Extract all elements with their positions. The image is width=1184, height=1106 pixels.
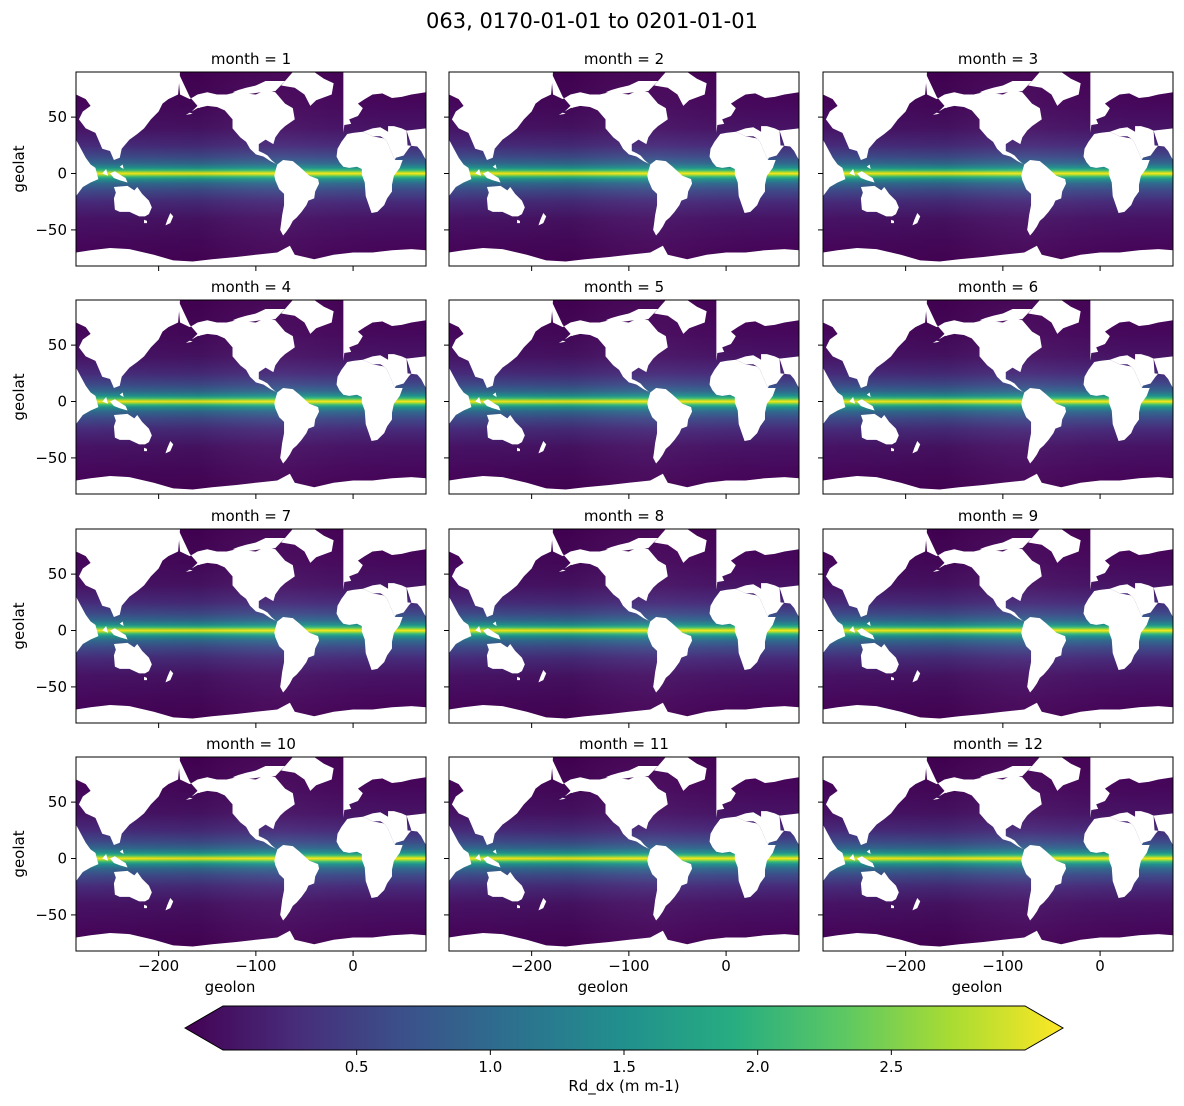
x-tick-label: −100 xyxy=(235,957,276,975)
panel-frame xyxy=(75,756,427,952)
facet-panel: month = 3 xyxy=(818,50,1174,271)
y-tick-label: −50 xyxy=(35,221,67,239)
y-tick-label: 50 xyxy=(48,793,67,811)
panel-title: month = 1 xyxy=(211,50,291,68)
heatmap-field xyxy=(823,757,1173,951)
x-tick-label: −200 xyxy=(885,957,926,975)
panel-title: month = 10 xyxy=(206,735,296,753)
colorbar-tick-label: 2.5 xyxy=(879,1058,903,1076)
colorbar-tick-label: 1.0 xyxy=(478,1058,502,1076)
x-tick-label: −200 xyxy=(138,957,179,975)
panel-title: month = 12 xyxy=(953,735,1043,753)
x-axis-label: geolon xyxy=(578,978,629,996)
facet-panel: month = 12 −200 −100 0 geolon xyxy=(818,735,1174,996)
colorbar-tick-label: 0.5 xyxy=(345,1058,369,1076)
y-tick-label: 0 xyxy=(57,393,67,411)
heatmap-field xyxy=(76,300,426,494)
panel-frame xyxy=(822,756,1174,952)
y-tick-label: 50 xyxy=(48,336,67,354)
x-axis-label: geolon xyxy=(952,978,1003,996)
panel-frame xyxy=(448,71,800,267)
facet-panel: month = 1 50 0 −50 geolat xyxy=(10,50,427,271)
panel-frame xyxy=(822,299,1174,495)
y-tick-label: 50 xyxy=(48,108,67,126)
heatmap-field xyxy=(76,529,426,723)
y-tick-label: 0 xyxy=(57,850,67,868)
panel-frame xyxy=(75,71,427,267)
facet-panel: month = 5 xyxy=(444,278,800,499)
panel-title: month = 3 xyxy=(958,50,1038,68)
x-tick-label: −100 xyxy=(982,957,1023,975)
facet-panel: month = 8 xyxy=(444,507,800,728)
heatmap-field xyxy=(823,300,1173,494)
facet-panel: month = 7 50 0 −50 geolat xyxy=(10,507,427,728)
panel-frame xyxy=(448,528,800,724)
heatmap-field xyxy=(449,757,799,951)
facet-panel: month = 11 −200 −100 0 geolon xyxy=(444,735,800,996)
y-axis-label: geolat xyxy=(10,830,28,877)
colorbar-ticks: 0.5 1.0 1.5 2.0 2.5 xyxy=(345,1050,903,1076)
panel-frame xyxy=(75,528,427,724)
panel-title: month = 7 xyxy=(211,507,291,525)
x-tick-label: −100 xyxy=(608,957,649,975)
colorbar-body xyxy=(184,1005,1064,1051)
panel-frame xyxy=(75,299,427,495)
heatmap-field xyxy=(449,300,799,494)
facet-panel: month = 2 xyxy=(444,50,800,271)
heatmap-field xyxy=(823,72,1173,266)
facet-panel: month = 10 50 0 −50 −200 −100 0 geolat geolon xyxy=(10,735,427,996)
panel-frame xyxy=(448,299,800,495)
x-tick-label: 0 xyxy=(348,957,358,975)
panel-frame xyxy=(822,528,1174,724)
x-axis-label: geolon xyxy=(205,978,256,996)
panel-title: month = 11 xyxy=(579,735,669,753)
y-tick-label: −50 xyxy=(35,449,67,467)
y-tick-label: 0 xyxy=(57,165,67,183)
x-tick-label: 0 xyxy=(1095,957,1105,975)
panel-title: month = 2 xyxy=(584,50,664,68)
panel-title: month = 8 xyxy=(584,507,664,525)
heatmap-field xyxy=(76,72,426,266)
heatmap-field xyxy=(823,529,1173,723)
colorbar-label: Rd_dx (m m-1) xyxy=(568,1077,679,1096)
y-tick-label: −50 xyxy=(35,678,67,696)
panel-frame xyxy=(822,71,1174,267)
x-tick-label: −200 xyxy=(511,957,552,975)
facet-panel: month = 4 50 0 −50 geolat xyxy=(10,278,427,499)
y-axis-label: geolat xyxy=(10,373,28,420)
panel-title: month = 4 xyxy=(211,278,291,296)
y-tick-label: 0 xyxy=(57,622,67,640)
panel-frame xyxy=(448,756,800,952)
x-tick-label: 0 xyxy=(721,957,731,975)
y-axis-label: geolat xyxy=(10,602,28,649)
heatmap-field xyxy=(76,757,426,951)
facet-grid: month = 1 50 0 −50 geolat month = 2 month = 3 m… xyxy=(10,50,1174,996)
colorbar-tick-label: 1.5 xyxy=(612,1058,636,1076)
panel-title: month = 5 xyxy=(584,278,664,296)
panel-title: month = 6 xyxy=(958,278,1038,296)
y-tick-label: −50 xyxy=(35,906,67,924)
facet-panel: month = 6 xyxy=(818,278,1174,499)
colorbar-tick-label: 2.0 xyxy=(746,1058,770,1076)
facet-panel: month = 9 xyxy=(818,507,1174,728)
heatmap-field xyxy=(449,72,799,266)
figure-title: 063, 0170-01-01 to 0201-01-01 xyxy=(426,9,758,33)
heatmap-field xyxy=(449,529,799,723)
y-tick-label: 50 xyxy=(48,565,67,583)
y-axis-label: geolat xyxy=(10,145,28,192)
colorbar: 0.5 1.0 1.5 2.0 2.5 Rd_dx (m m-1) xyxy=(184,1005,1064,1096)
panel-title: month = 9 xyxy=(958,507,1038,525)
